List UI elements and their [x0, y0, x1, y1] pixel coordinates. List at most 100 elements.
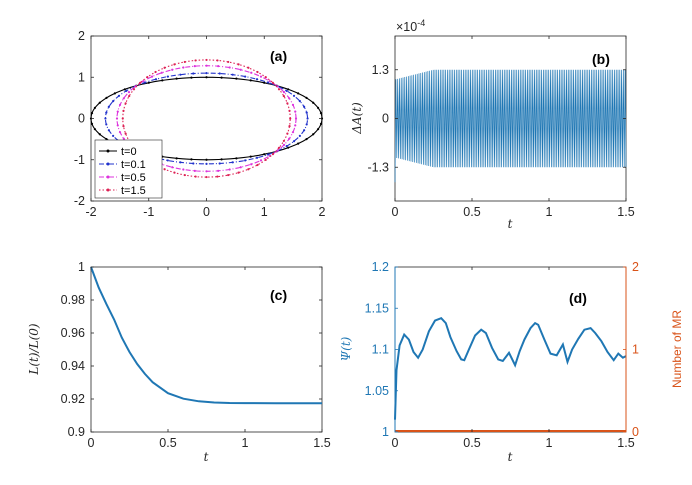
series-marker-t=1.5 [216, 59, 219, 62]
series-marker-t=0.1 [179, 161, 182, 164]
series-marker-t=0.5 [182, 66, 185, 69]
series-marker-t=0.5 [239, 166, 242, 169]
y-tick-label: 1.15 [365, 301, 389, 315]
panel-a-legend: t=0t=0.1t=0.5t=1.5 [94, 139, 163, 199]
series-marker-t=0.5 [118, 103, 122, 106]
series-marker-t=0.1 [117, 94, 121, 97]
series-marker-t=0.1 [112, 134, 115, 137]
panel-b-xlabel: t [508, 217, 513, 231]
series-marker-t=1.5 [163, 66, 166, 69]
series-marker-t=0.5 [250, 163, 253, 166]
series-marker-t=0.5 [217, 65, 220, 68]
series-marker-t=0.1 [305, 123, 308, 126]
x-tick-label: 1.5 [617, 436, 634, 450]
series-marker-t=0 [235, 157, 238, 160]
series-marker-t=0.1 [244, 75, 247, 78]
y-tick-label: 1.1 [372, 343, 389, 357]
series-marker-t=0.5 [239, 68, 242, 71]
series-marker-t=1.5 [282, 94, 285, 98]
y-tick-label: 0.96 [61, 326, 85, 340]
series-marker-t=0.5 [127, 91, 131, 94]
legend-marker [106, 188, 110, 192]
series-marker-t=0.1 [112, 100, 115, 103]
series-marker-t=0 [249, 155, 252, 158]
panel-d-xlabel: t [508, 450, 513, 464]
series-marker-t=0 [175, 157, 178, 160]
y-tick-label: 0.98 [61, 293, 85, 307]
y-tick-label: 1.2 [372, 260, 389, 274]
x-tick-label: 0 [203, 205, 210, 219]
x-tick-label: 0 [392, 205, 399, 219]
y-tick-label: -1.3 [367, 160, 389, 174]
series-marker-t=0.1 [125, 89, 128, 92]
series-marker-t=0.5 [171, 166, 174, 169]
series-marker-t=0.1 [231, 161, 234, 164]
x-tick-label: 1 [242, 436, 249, 450]
x-tick-label: 0 [88, 436, 95, 450]
series-marker-t=1.5 [289, 117, 292, 120]
series-marker-t=1.5 [247, 66, 250, 69]
x-tick-label: 0 [392, 436, 399, 450]
y-tick-label: 2 [78, 29, 85, 43]
series-marker-t=0.1 [218, 72, 221, 75]
series-marker-t=0.5 [116, 124, 119, 127]
y-tick-label: 0.9 [68, 425, 85, 439]
series-marker-t=0 [316, 106, 320, 109]
series-marker-t=0.1 [305, 111, 308, 114]
series-marker-t=0.1 [298, 100, 301, 103]
series-marker-t=0 [147, 81, 150, 84]
series-marker-t=0.1 [292, 94, 296, 97]
series-marker-t=0.5 [288, 97, 291, 100]
x-tick-label: 1.5 [313, 436, 330, 450]
series-marker-t=1.5 [237, 171, 240, 174]
series-marker-t=0 [235, 77, 238, 80]
series-marker-t=0.5 [205, 64, 208, 67]
series-marker-t=0.1 [306, 117, 309, 120]
series-marker-t=0.5 [282, 143, 286, 146]
series-marker-t=0 [93, 106, 97, 109]
series-marker-t=0 [123, 88, 126, 91]
series-marker-t=0.1 [218, 162, 221, 165]
series-marker-t=1.5 [256, 70, 259, 74]
series-marker-t=0.5 [116, 110, 119, 113]
series-marker-t=1.5 [173, 63, 176, 66]
series-marker-t=1.5 [183, 60, 186, 64]
legend-marker [106, 149, 110, 153]
series-marker-t=0.1 [192, 162, 195, 165]
series-marker-t=1.5 [183, 173, 186, 177]
series-marker-t=0 [263, 153, 266, 156]
series-marker-t=1.5 [173, 171, 176, 174]
series-marker-t=0.1 [255, 156, 259, 159]
series-marker-t=0 [297, 92, 300, 95]
y-tick-label: 0.92 [61, 392, 85, 406]
series-marker-t=0.1 [166, 159, 169, 162]
series-marker-t=0.1 [105, 111, 108, 114]
series-marker-t=1.5 [277, 88, 281, 91]
panel-b-label: (b) [592, 51, 610, 67]
legend-marker [106, 175, 110, 179]
series-marker-t=0.1 [104, 117, 107, 120]
x-tick-label: 0.5 [463, 205, 480, 219]
series-marker-t=1.5 [194, 175, 197, 178]
series-marker-t=0 [305, 96, 308, 99]
series-marker-t=0 [316, 128, 320, 131]
series-marker-t=0.1 [266, 81, 270, 84]
series-marker-t=0 [98, 101, 101, 104]
series-marker-t=1.5 [163, 168, 166, 171]
series-marker-t=1.5 [154, 70, 157, 74]
series-marker-t=1.5 [227, 173, 230, 177]
x-tick-label: 0.5 [159, 436, 176, 450]
length-ratio-series [90, 266, 322, 405]
series-marker-t=0.1 [107, 105, 110, 108]
series-marker-t=0.5 [115, 117, 119, 120]
series-marker-t=0.5 [294, 124, 297, 127]
series-marker-t=0 [90, 112, 94, 115]
series-marker-t=0 [161, 79, 164, 82]
series-marker-t=1.5 [121, 117, 124, 120]
y-tick-label: -1 [74, 153, 85, 167]
series-marker-t=0.1 [192, 72, 195, 75]
y-tick-label: 1 [78, 260, 85, 274]
series-marker-t=0.5 [250, 71, 253, 74]
series-marker-t=0 [319, 122, 323, 125]
